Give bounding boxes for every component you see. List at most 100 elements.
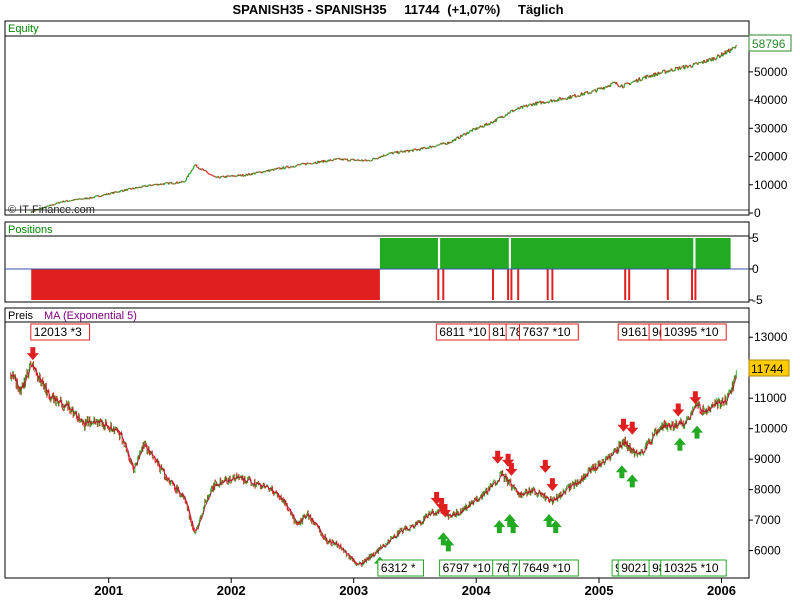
equity-line-segment [465, 132, 468, 136]
sell-arrow [546, 478, 559, 492]
equity-line-segment [708, 57, 711, 60]
x-tick-label: 2002 [217, 583, 246, 598]
buy-price-label-box [660, 559, 727, 577]
equity-line-segment [593, 89, 595, 92]
equity-line-segment [354, 159, 356, 162]
equity-line-segment [170, 182, 173, 185]
equity-line-segment [264, 170, 267, 173]
price-current-box [748, 359, 790, 377]
equity-line-segment [611, 82, 614, 85]
sell-arrow [26, 347, 39, 361]
equity-line-segment [442, 142, 445, 144]
equity-line-segment [448, 142, 450, 145]
equity-line-segment [664, 72, 667, 75]
equity-line-segment [641, 78, 644, 81]
equity-line-segment [149, 184, 152, 186]
equity-line-segment [328, 159, 331, 162]
equity-line-segment [407, 149, 410, 152]
equity-line-segment [672, 70, 674, 72]
buy-arrow [503, 514, 516, 527]
equity-line-segment [254, 172, 257, 174]
equity-title: Equity [8, 23, 39, 35]
equity-line-segment [650, 76, 652, 78]
price-title: Preis [8, 310, 34, 322]
equity-line-segment [461, 134, 464, 137]
equity-line-segment [615, 81, 618, 85]
equity-line-segment [482, 126, 485, 128]
price-y-tick-label: 13000 [754, 330, 788, 344]
equity-line-segment [150, 184, 153, 187]
chart-header: SPANISH35 - SPANISH35 11744 (+1,07%) Täg… [232, 2, 563, 17]
equity-line-segment [595, 90, 598, 93]
equity-line-segment [77, 198, 80, 200]
x-tick-label: 2003 [339, 583, 368, 598]
equity-line-segment [665, 70, 668, 73]
equity-line-segment [215, 176, 217, 179]
equity-line-segment [48, 204, 51, 207]
equity-line-segment [517, 107, 520, 110]
equity-line-segment [161, 183, 164, 185]
equity-line-segment [505, 114, 508, 117]
equity-line-segment [190, 169, 193, 173]
equity-line-segment [660, 72, 663, 74]
equity-line-segment [438, 143, 441, 146]
x-tick-label: 2006 [707, 583, 736, 598]
equity-line-segment [349, 159, 352, 162]
sell-price-label: 12013 *3 [30, 323, 91, 341]
positions-y-axis: 5 0 -5 [749, 231, 763, 307]
equity-line-segment [196, 166, 199, 168]
equity-line-segment [727, 48, 730, 53]
equity-y-tick-label: 30000 [754, 121, 788, 135]
position-gap [437, 238, 441, 269]
equity-line-segment [423, 146, 426, 149]
equity-y-tick-label: 0 [754, 206, 761, 220]
equity-line-segment [238, 174, 241, 177]
sell-price-label-text: 6811 *10 [439, 325, 486, 339]
equity-line-segment [254, 173, 256, 175]
equity-line-segment [426, 147, 428, 150]
equity-line-segment [630, 82, 632, 85]
equity-line-segment [565, 98, 567, 100]
equity-line-segment [160, 183, 162, 185]
position-gap [693, 238, 696, 269]
sell-price-label: 7637 *10 [519, 323, 579, 341]
equity-line-segment [43, 206, 46, 209]
equity-line-segment [32, 210, 35, 213]
equity-line-segment [163, 182, 166, 186]
equity-line-segment [289, 166, 291, 169]
equity-line-segment [56, 202, 59, 204]
buy-arrow [615, 465, 628, 479]
equity-line-segment [412, 149, 415, 152]
equity-line-segment [356, 159, 359, 161]
equity-line-segment [304, 162, 307, 165]
equity-line-segment [124, 189, 127, 192]
equity-line-segment [630, 81, 633, 84]
equity-line-segment [152, 184, 154, 186]
equity-line-segment [364, 159, 367, 161]
equity-line-segment [421, 147, 424, 150]
equity-line-segment [686, 66, 689, 69]
price-panel: Preis MA (Exponential 5) 6000 7000 8000 900… [4, 307, 790, 598]
equity-line-segment [428, 145, 431, 148]
equity-line-segment [683, 68, 686, 70]
equity-line-segment [642, 76, 644, 79]
equity-line-segment [387, 153, 389, 156]
equity-line-segment [217, 176, 220, 178]
equity-line-segment [42, 207, 44, 210]
equity-line-segment [452, 139, 455, 142]
equity-line-segment [222, 175, 224, 177]
equity-line-segment [697, 61, 700, 64]
equity-line-segment [677, 67, 680, 71]
equity-line-segment [64, 200, 67, 203]
equity-line-segment [589, 92, 591, 94]
equity-line-segment [281, 166, 284, 170]
equity-line-segment [183, 180, 185, 183]
position-short-tick [691, 269, 693, 300]
equity-line-segment [302, 162, 305, 165]
position-short-tick [492, 269, 494, 300]
equity-line-segment [131, 187, 134, 190]
equity-line-segment [521, 105, 524, 109]
buy-price-label-text: 6312 * [381, 561, 416, 575]
equity-line-segment [236, 174, 239, 177]
equity-line-segment [621, 86, 624, 89]
